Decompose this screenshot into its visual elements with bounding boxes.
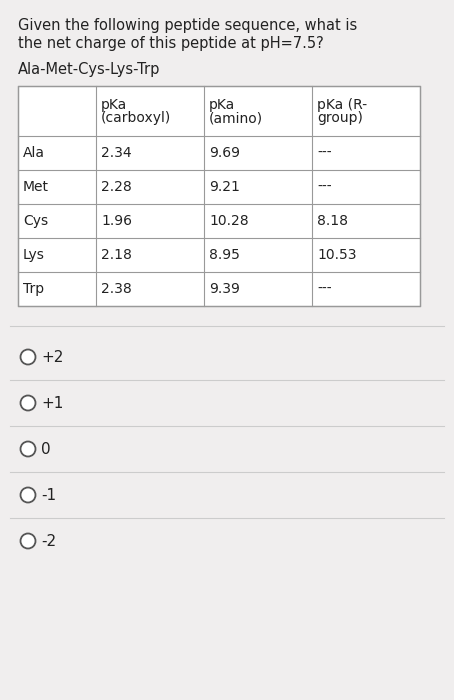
Text: 9.21: 9.21 [209,180,240,194]
Text: 9.39: 9.39 [209,282,240,296]
Text: pKa: pKa [209,98,235,112]
Text: ---: --- [317,146,331,160]
Text: 2.18: 2.18 [101,248,132,262]
Text: 10.28: 10.28 [209,214,249,228]
Text: +2: +2 [41,349,64,365]
Text: Given the following peptide sequence, what is: Given the following peptide sequence, wh… [18,18,357,33]
Circle shape [20,487,35,503]
Text: (carboxyl): (carboxyl) [101,111,171,125]
Text: the net charge of this peptide at pH=7.5?: the net charge of this peptide at pH=7.5… [18,36,324,51]
Text: -1: -1 [41,487,57,503]
Circle shape [20,533,35,549]
Text: (amino): (amino) [209,111,263,125]
Text: group): group) [317,111,363,125]
FancyBboxPatch shape [18,86,420,306]
Text: -2: -2 [41,533,57,549]
Text: 1.96: 1.96 [101,214,132,228]
Text: Ala-Met-Cys-Lys-Trp: Ala-Met-Cys-Lys-Trp [18,62,160,77]
Text: 2.38: 2.38 [101,282,132,296]
Text: Trp: Trp [23,282,44,296]
Circle shape [20,349,35,365]
Text: ---: --- [317,180,331,194]
Circle shape [20,442,35,456]
Text: 8.95: 8.95 [209,248,240,262]
Text: Met: Met [23,180,49,194]
Text: 2.34: 2.34 [101,146,132,160]
Text: +1: +1 [41,395,64,410]
Text: ---: --- [317,282,331,296]
Text: 10.53: 10.53 [317,248,356,262]
Text: pKa (R-: pKa (R- [317,98,367,112]
Text: 2.28: 2.28 [101,180,132,194]
Text: Lys: Lys [23,248,45,262]
Text: 8.18: 8.18 [317,214,348,228]
Text: 0: 0 [41,442,51,456]
Text: Ala: Ala [23,146,45,160]
Text: pKa: pKa [101,98,127,112]
Text: Cys: Cys [23,214,48,228]
Text: 9.69: 9.69 [209,146,240,160]
Circle shape [20,395,35,410]
